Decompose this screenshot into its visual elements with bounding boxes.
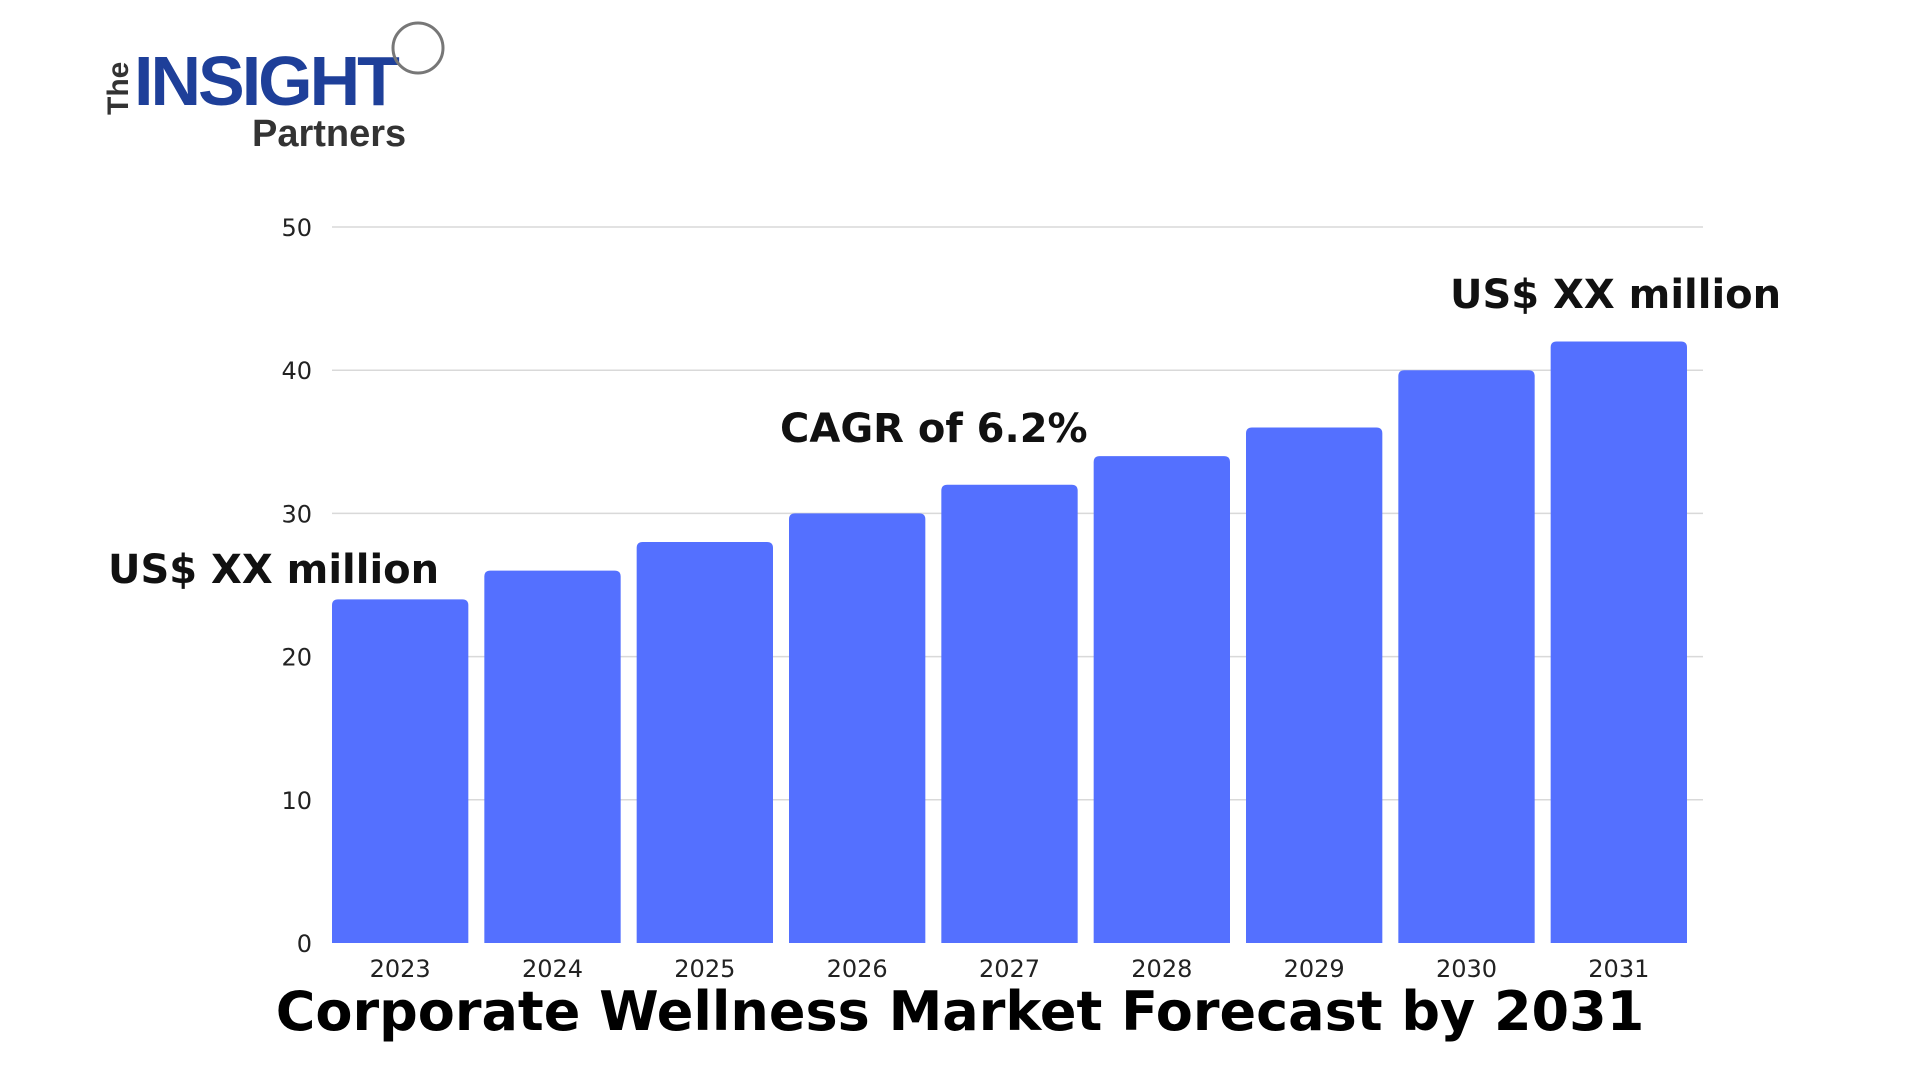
x-tick-label: 2025: [674, 955, 735, 983]
x-tick-label: 2028: [1131, 955, 1192, 983]
y-tick-label: 20: [281, 644, 312, 672]
x-tick-label: 2023: [370, 955, 431, 983]
y-tick-label: 40: [281, 357, 312, 385]
bar-2024: [484, 570, 621, 943]
annotations: US$ XX million CAGR of 6.2% US$ XX milli…: [108, 272, 1781, 593]
y-tick-label: 0: [297, 930, 312, 958]
y-tick-label: 50: [281, 214, 312, 242]
bar-2031: [1550, 341, 1687, 943]
chart-title: Corporate Wellness Market Forecast by 20…: [275, 980, 1645, 1043]
x-tick-label: 2031: [1588, 955, 1649, 983]
x-tick-label: 2024: [522, 955, 583, 983]
annotation-cagr: CAGR of 6.2%: [780, 406, 1088, 452]
x-tick-label: 2030: [1436, 955, 1497, 983]
annotation-start-value: US$ XX million: [108, 547, 439, 593]
x-axis-ticks: 2023 2024 2025 2026 2027 2028 2029 2030 2031: [370, 955, 1650, 983]
bar-2027: [941, 484, 1078, 943]
x-tick-label: 2026: [827, 955, 888, 983]
logo-circle-mark: [391, 21, 445, 75]
x-tick-label: 2027: [979, 955, 1040, 983]
bar-2030: [1398, 370, 1535, 943]
y-tick-label: 30: [281, 500, 312, 528]
bar-2029: [1246, 427, 1383, 944]
annotation-end-value: US$ XX million: [1450, 272, 1781, 318]
bar-2025: [636, 542, 773, 943]
y-axis-ticks: 0 10 20 30 40 50: [281, 214, 312, 958]
bar-2023: [332, 599, 469, 943]
the-insight-partners-logo: The INSIGHT Partners: [102, 21, 445, 150]
logo-insight-text: INSIGHT: [134, 42, 399, 120]
bar-2026: [789, 513, 926, 943]
logo-the-text: The: [102, 62, 135, 115]
bars: [332, 341, 1687, 944]
x-tick-label: 2029: [1284, 955, 1345, 983]
y-tick-label: 10: [281, 787, 312, 815]
bar-2028: [1093, 456, 1230, 943]
logo-partners-text: Partners: [252, 113, 406, 150]
